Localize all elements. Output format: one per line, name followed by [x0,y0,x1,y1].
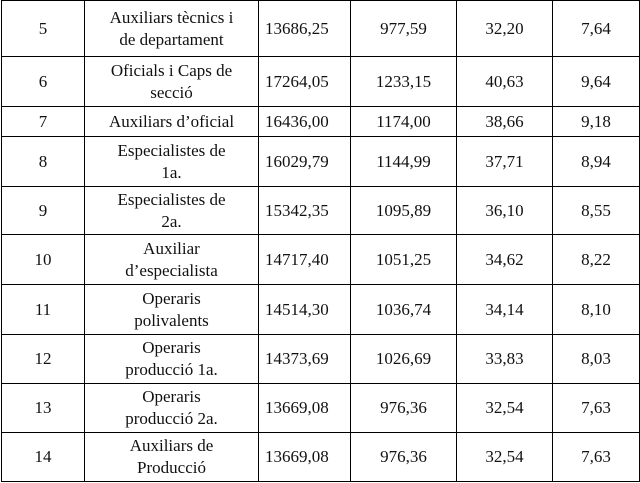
table-cell: 7 [1,106,85,137]
table-cell: 16029,79 [258,136,351,187]
cell-line: Auxiliars d’oficial [108,111,235,131]
table-cell: 9 [1,186,85,235]
table-cell: 8,55 [552,186,640,235]
cell-line: Especialistes de [117,189,226,209]
cell-line: Operaris [142,288,201,308]
table-cell: Auxiliars d’oficial [84,106,259,137]
table-cell: 976,36 [350,432,457,482]
table-cell: Auxiliars tècnics i de departament [84,0,259,57]
table-row: 6 Oficials i Caps de secció 17264,05 1233,15… [1,56,640,107]
table-cell: Operaris producció 1a. [84,334,259,384]
table-cell: 14373,69 [258,334,351,384]
table-cell: 1051,25 [350,234,457,285]
cell-line: Oficials i Caps de [110,60,233,80]
table-cell: Oficials i Caps de secció [84,56,259,107]
table-cell: 32,54 [456,383,553,433]
table-cell: 13 [1,383,85,433]
cell-line: 1a. [161,162,182,182]
cell-line: d’especialista [125,260,218,280]
table-cell: 8,22 [552,234,640,285]
cell-line: Especialistes de [117,140,226,160]
table-cell: 17264,05 [258,56,351,107]
table-row: 5 Auxiliars tècnics i de departament 13686,… [1,0,640,57]
table-cell: 13686,25 [258,0,351,57]
table-cell: 14717,40 [258,234,351,285]
table-cell: 7,63 [552,383,640,433]
table-cell: 9,18 [552,106,640,137]
table-cell: 6 [1,56,85,107]
cell-line: secció [150,82,193,102]
table-row: 14 Auxiliars de Producció 13669,08 976,36 32,… [1,432,640,482]
table-cell: 977,59 [350,0,457,57]
table-cell: 5 [1,0,85,57]
table-cell: 40,63 [456,56,553,107]
table-cell: 1144,99 [350,136,457,187]
table-cell: 33,83 [456,334,553,384]
table-cell: 34,14 [456,284,553,335]
table-cell: 37,71 [456,136,553,187]
table-cell: Operaris polivalents [84,284,259,335]
table-cell: 36,10 [456,186,553,235]
cell-line: Producció [137,458,206,477]
table-cell: 1036,74 [350,284,457,335]
cell-line: producció 2a. [125,409,218,428]
table-cell: 13669,08 [258,383,351,433]
cell-line: polivalents [134,310,209,330]
cell-line: 2a. [161,211,182,231]
table-row: 9 Especialistes de 2a. 15342,35 1095,89 36,10… [1,186,640,235]
table-cell: 34,62 [456,234,553,285]
cell-line: de departament [119,29,224,49]
cell-line: producció 1a. [125,360,218,379]
table-cell: 8,03 [552,334,640,384]
table-cell: 976,36 [350,383,457,433]
table-cell: 15342,35 [258,186,351,235]
cell-line: Operaris [142,338,201,357]
table-cell: 38,66 [456,106,553,137]
table-cell: 9,64 [552,56,640,107]
table-row: 8 Especialistes de 1a. 16029,79 1144,99 37,71… [1,136,640,187]
table-cell: 13669,08 [258,432,351,482]
table-cell: 1095,89 [350,186,457,235]
table-cell: 32,20 [456,0,553,57]
cell-line: Auxiliars tècnics i [109,7,234,27]
table-row: 12 Operaris producció 1a. 14373,69 1026,69 33… [1,334,640,384]
table-row: 11 Operaris polivalents 14514,30 1036,74 34,1… [1,284,640,335]
cell-line: Operaris [142,387,201,406]
table-cell: 7,64 [552,0,640,57]
table-cell: 14514,30 [258,284,351,335]
table-cell: 8,94 [552,136,640,187]
table-cell: 8,10 [552,284,640,335]
table-cell: Especialistes de 1a. [84,136,259,187]
table-cell: 10 [1,234,85,285]
table-cell: 12 [1,334,85,384]
table-cell: 14 [1,432,85,482]
table-cell: 8 [1,136,85,187]
table-cell: 11 [1,284,85,335]
table-cell: 7,63 [552,432,640,482]
cell-line: Auxiliar [143,238,200,258]
cell-line: Auxiliars de [129,436,214,455]
table-cell: Auxiliars de Producció [84,432,259,482]
table-cell: Operaris producció 2a. [84,383,259,433]
table-row: 13 Operaris producció 2a. 13669,08 976,36 32,… [1,383,640,433]
table-cell: Especialistes de 2a. [84,186,259,235]
table-cell: 1026,69 [350,334,457,384]
table-cell: Auxiliar d’especialista [84,234,259,285]
table-cell: 1233,15 [350,56,457,107]
table-cell: 16436,00 [258,106,351,137]
table-row: 7 Auxiliars d’oficial 16436,00 1174,00 38,66… [1,106,640,137]
table-row: 10 Auxiliar d’especialista 14717,40 1051,25 3… [1,234,640,285]
table-cell: 1174,00 [350,106,457,137]
table-cell: 32,54 [456,432,553,482]
